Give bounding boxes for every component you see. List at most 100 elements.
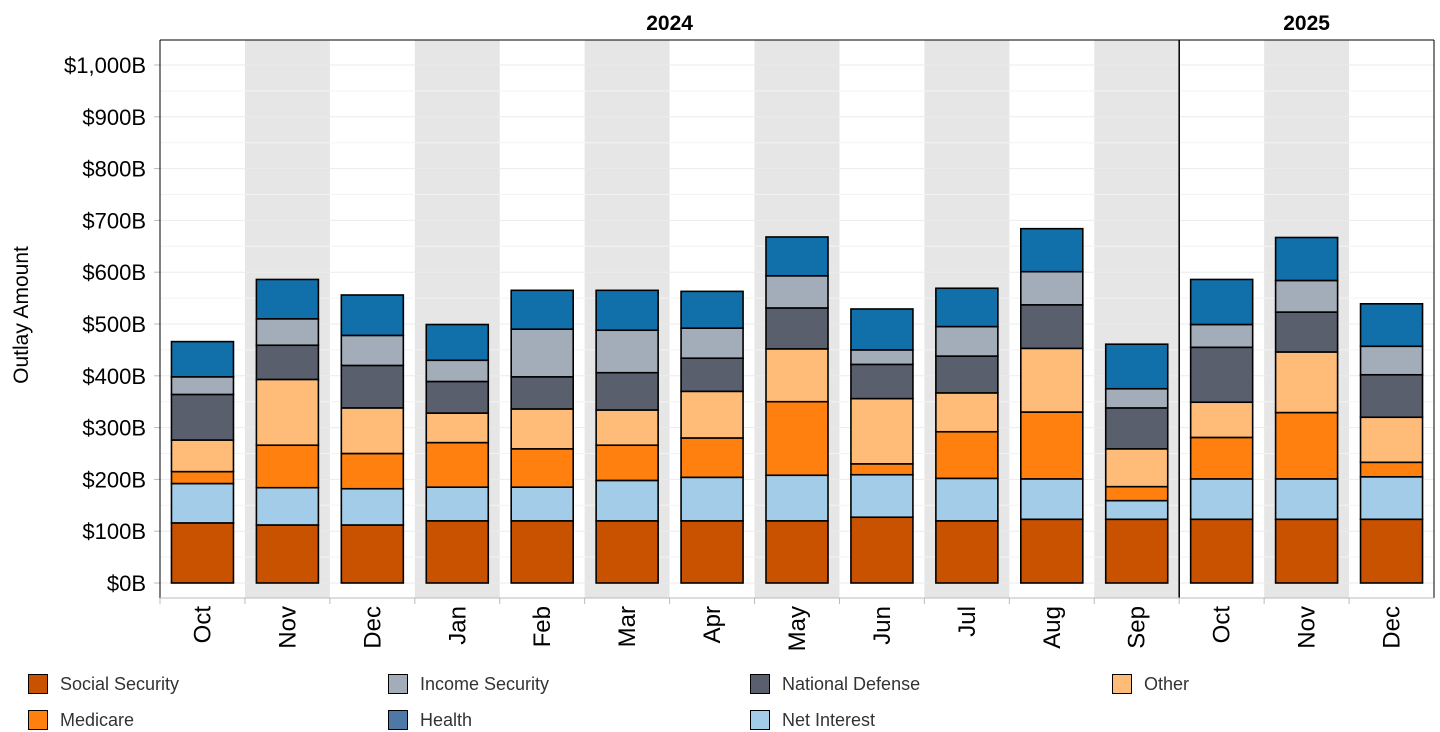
bar-segment-national-defense xyxy=(850,363,914,400)
y-tick-label: $500B xyxy=(82,312,146,337)
bar-segment-social-security xyxy=(1359,518,1424,584)
bar-segment-net-interest xyxy=(935,477,999,522)
bar-segment-other xyxy=(1274,351,1339,414)
bar-segment-income-security xyxy=(170,376,235,396)
bar-segment-net-interest xyxy=(425,486,490,522)
bar-segment-medicare xyxy=(595,444,659,482)
x-tick-label: Jan xyxy=(444,606,471,645)
x-tick-label: Apr xyxy=(699,606,726,643)
bar-segment-net-interest xyxy=(1019,478,1084,521)
bar-segment-social-security xyxy=(255,524,320,584)
y-tick-label: $700B xyxy=(82,208,146,233)
legend-item: Medicare xyxy=(28,708,134,732)
bar-segment-social-security xyxy=(1189,518,1254,584)
bar-segment-national-defense xyxy=(1274,311,1339,353)
legend-swatch xyxy=(28,674,48,694)
bar-segment-other xyxy=(510,408,575,450)
legend-swatch xyxy=(750,710,770,730)
bar-segment-income-security xyxy=(850,349,914,366)
bar-segment-net-interest xyxy=(170,482,235,524)
legend: Social Security Income Security National D… xyxy=(28,668,1440,732)
bar-segment-social-security xyxy=(765,520,829,584)
y-tick-label: $1,000B xyxy=(64,53,146,78)
bar-segment-income-security xyxy=(1189,323,1254,349)
bar-segment-social-security xyxy=(1274,518,1339,584)
y-tick-label: $800B xyxy=(82,157,146,182)
bar-segment-other xyxy=(1019,347,1084,413)
legend-item: Income Security xyxy=(388,672,549,696)
legend-item: Other xyxy=(1112,672,1189,696)
y-tick-label: $200B xyxy=(82,467,146,492)
legend-label: Medicare xyxy=(60,709,135,730)
bar-segment-other xyxy=(935,392,999,433)
bar-segment-other xyxy=(425,412,490,444)
bar-segment-medicare xyxy=(935,430,999,480)
bar-segment-national-defense xyxy=(595,371,659,411)
bar-segment-net-interest xyxy=(680,476,744,522)
bar-segment-income-security xyxy=(1019,270,1084,306)
legend-item: National Defense xyxy=(750,672,920,696)
bar-segment-health xyxy=(1104,343,1169,390)
x-tick-label: Nov xyxy=(274,606,301,649)
bar-segment-net-interest xyxy=(850,473,914,519)
bar-segment-other xyxy=(765,348,829,403)
bar-segment-other xyxy=(595,409,659,447)
bar-segment-net-interest xyxy=(510,486,575,522)
bar-segment-income-security xyxy=(255,318,320,347)
legend-swatch xyxy=(388,710,408,730)
bar-segment-net-interest xyxy=(340,487,405,526)
bar-segment-health xyxy=(595,289,659,332)
y-axis-label: Outlay Amount xyxy=(10,246,33,384)
bar-segment-medicare xyxy=(1189,436,1254,480)
x-tick-label: Oct xyxy=(1209,606,1236,644)
x-tick-label: Jun xyxy=(869,606,896,645)
bar-segment-medicare xyxy=(850,463,914,476)
bar-segment-other xyxy=(850,397,914,465)
bar-segment-health xyxy=(340,294,405,337)
bar-segment-income-security xyxy=(935,325,999,357)
bar-segment-national-defense xyxy=(935,355,999,394)
year-header: 2024 xyxy=(646,12,693,35)
bar-segment-national-defense xyxy=(1359,373,1424,419)
bar-segment-medicare xyxy=(340,452,405,490)
legend-label: National Defense xyxy=(782,673,921,694)
x-tick-label: Feb xyxy=(529,606,556,647)
legend-label: Other xyxy=(1144,673,1190,694)
bar-segment-medicare xyxy=(1019,411,1084,480)
bar-segment-social-security xyxy=(340,524,405,584)
bar-segment-net-interest xyxy=(595,479,659,522)
bar-segment-income-security xyxy=(1359,345,1424,376)
bar-segment-medicare xyxy=(425,441,490,488)
x-axis: Oct Nov Dec Jan Feb Mar Apr May Jun Jul Aug Sep Oct N… xyxy=(159,597,1434,651)
x-tick-label: Aug xyxy=(1039,606,1066,649)
bar-segment-social-security xyxy=(595,520,659,584)
legend-label: Income Security xyxy=(420,673,550,694)
bar-segment-income-security xyxy=(680,327,744,359)
bar-segment-social-security xyxy=(680,520,744,584)
legend-item: Net Interest xyxy=(750,708,875,732)
legend-swatch xyxy=(1112,674,1132,694)
bar-segment-health xyxy=(850,308,914,351)
bars xyxy=(159,39,1435,598)
bar-segment-medicare xyxy=(170,470,235,485)
bar-segment-social-security xyxy=(1019,518,1084,584)
bar-segment-national-defense xyxy=(765,307,829,350)
y-tick-label: $900B xyxy=(82,105,146,130)
bar-segment-net-interest xyxy=(1359,476,1424,521)
bar-segment-national-defense xyxy=(340,364,405,409)
bar-segment-income-security xyxy=(1274,279,1339,313)
bar-segment-health xyxy=(1359,302,1424,348)
legend-swatch xyxy=(28,710,48,730)
x-tick-label: May xyxy=(784,606,811,651)
bar-segment-medicare xyxy=(510,448,575,488)
bar-segment-social-security xyxy=(935,520,999,584)
bar-segment-health xyxy=(765,236,829,277)
bar-segment-national-defense xyxy=(170,393,235,441)
y-tick-label: $300B xyxy=(82,416,146,441)
x-tick-label: Mar xyxy=(614,606,641,647)
bar-segment-other xyxy=(1189,401,1254,439)
bar-segment-national-defense xyxy=(510,376,575,410)
bar-segment-other xyxy=(255,378,320,447)
bar-segment-national-defense xyxy=(255,344,320,381)
